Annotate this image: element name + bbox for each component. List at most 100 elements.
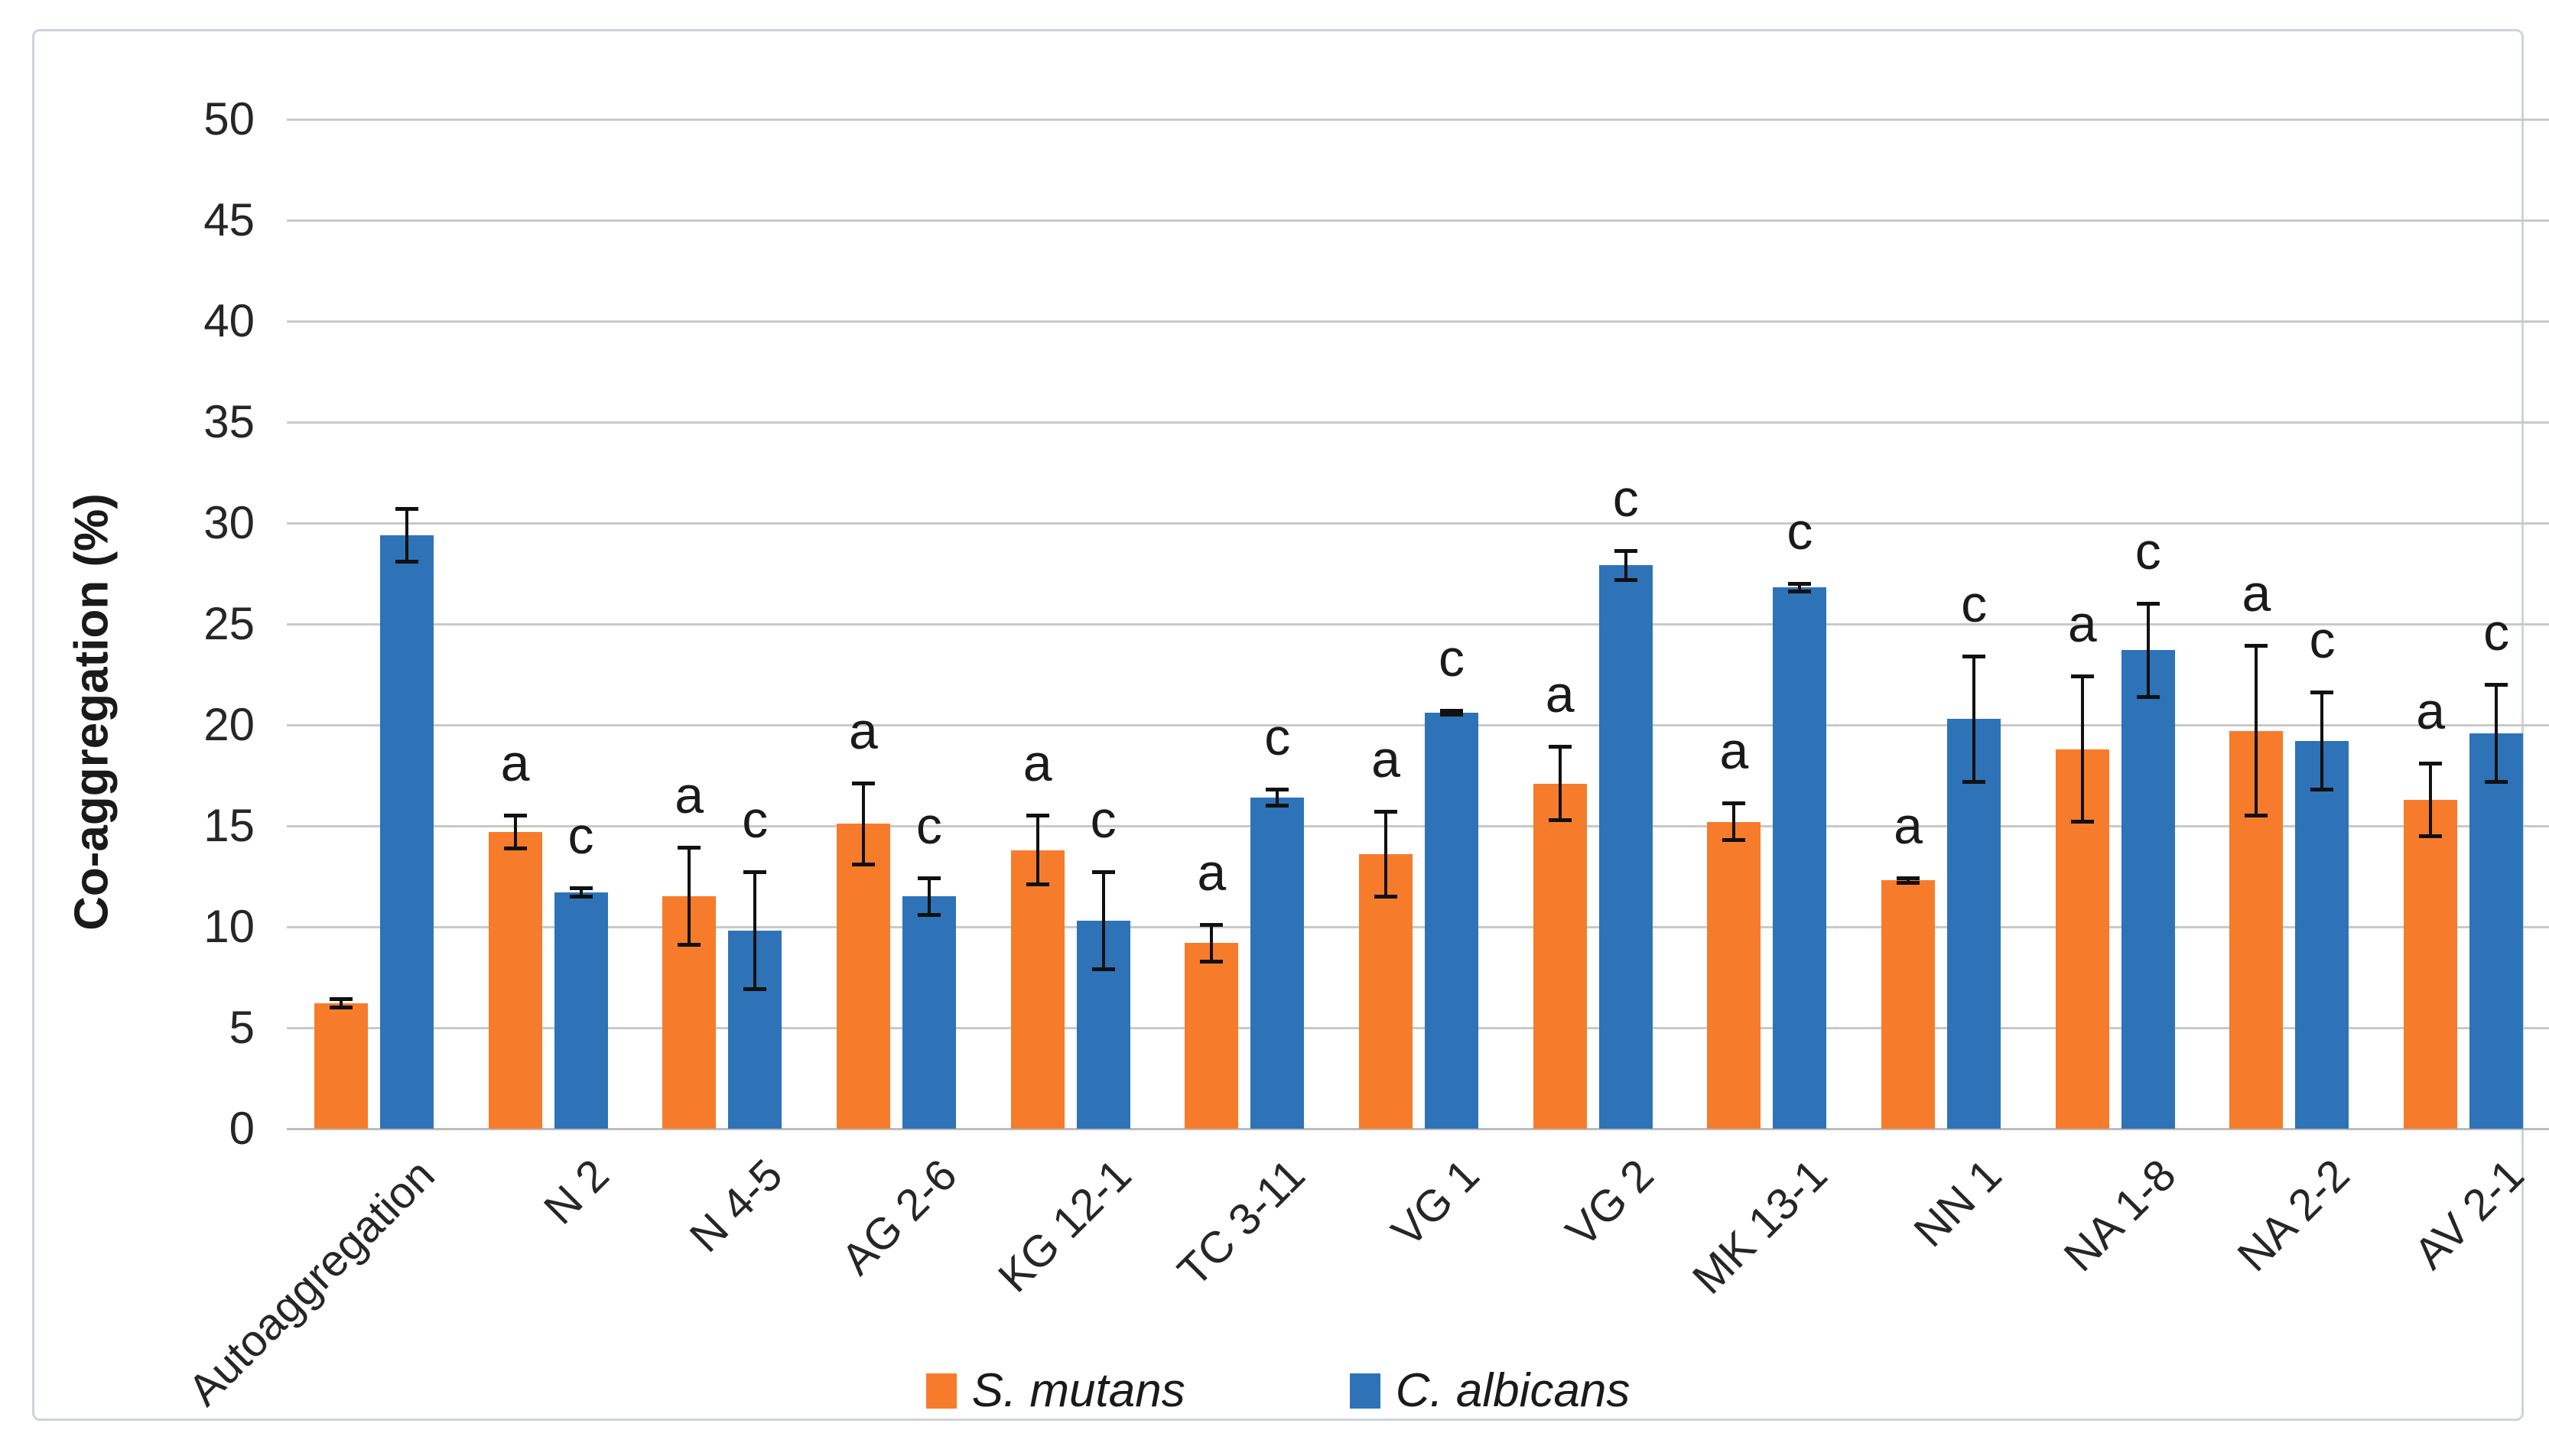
error-cap-top-c-albicans-ag-2-6 [917,876,941,880]
significance-letter-s-mutans-tc-3-11: a [1197,843,1227,902]
y-tick-label-30: 30 [203,497,255,548]
significance-letter-c-albicans-mk-13-1: c [1787,502,1813,561]
error-bar-c-albicans-mk-13-1 [1798,581,1802,594]
bar-s-mutans-ag-2-6 [836,824,890,1129]
y-tick-label-45: 45 [203,194,255,245]
error-bar-c-albicans-tc-3-11 [1276,787,1279,808]
gridline-35 [287,421,2549,424]
error-cap-bottom-s-mutans-tc-3-11 [1200,959,1224,964]
error-cap-bottom-s-mutans-n-4-5 [678,943,701,947]
error-cap-top-c-albicans-kg-12-1 [1091,870,1115,875]
x-label-nn-1: NN 1 [1904,1149,2011,1257]
y-tick-label-50: 50 [203,93,255,145]
error-cap-top-c-albicans-na-2-2 [2310,691,2334,695]
legend-swatch-c-albicans [1349,1373,1380,1409]
y-tick-label-0: 0 [229,1103,255,1154]
error-cap-bottom-s-mutans-na-1-8 [2070,820,2094,824]
error-bar-c-albicans-vg-2 [1624,549,1627,582]
y-tick-label-25: 25 [203,598,255,649]
significance-letter-c-albicans-nn-1: c [1961,574,1988,633]
significance-letter-s-mutans-kg-12-1: a [1023,734,1052,793]
error-cap-top-s-mutans-ag-2-6 [851,781,875,785]
legend-label-s-mutans: S. mutans [971,1364,1185,1417]
gridline-5 [287,1026,2549,1029]
significance-letter-s-mutans-av-2-1: a [2416,681,2446,740]
error-bar-s-mutans-n-2 [513,814,517,850]
error-bar-c-albicans-n-2 [579,886,583,899]
significance-letter-s-mutans-n-2: a [500,734,530,793]
bar-c-albicans-na-1-8 [2121,650,2175,1129]
bar-c-albicans-mk-13-1 [1773,587,1827,1129]
x-label-tc-3-11: TC 3-11 [1168,1149,1315,1296]
significance-letter-s-mutans-vg-2: a [1545,665,1575,724]
gridline-20 [287,723,2549,726]
bar-c-albicans-autoaggregation [379,535,434,1129]
error-bar-s-mutans-nn-1 [1907,876,1910,885]
gridline-15 [287,824,2549,827]
error-cap-bottom-s-mutans-na-2-2 [2245,814,2268,818]
error-bar-c-albicans-autoaggregation [405,506,408,564]
significance-letter-s-mutans-na-1-8: a [2067,595,2097,653]
y-tick-label-15: 15 [203,800,255,851]
error-bar-s-mutans-na-1-8 [2080,674,2084,824]
y-tick-label-5: 5 [229,1002,255,1053]
bar-c-albicans-na-2-2 [2295,741,2349,1129]
error-bar-c-albicans-na-1-8 [2146,601,2150,699]
significance-letter-c-albicans-na-2-2: c [2309,611,2336,670]
error-bar-c-albicans-ag-2-6 [927,876,931,917]
error-cap-top-s-mutans-mk-13-1 [1722,801,1746,806]
error-cap-top-s-mutans-tc-3-11 [1200,922,1224,927]
error-cap-bottom-c-albicans-kg-12-1 [1091,967,1115,972]
legend-label-c-albicans: C. albicans [1395,1364,1631,1417]
error-cap-top-s-mutans-autoaggregation [329,997,353,1002]
error-cap-bottom-s-mutans-av-2-1 [2419,834,2443,838]
error-bar-s-mutans-autoaggregation [339,997,343,1010]
y-tick-label-10: 10 [203,901,255,952]
error-cap-top-c-albicans-tc-3-11 [1266,787,1289,791]
error-bar-s-mutans-tc-3-11 [1210,922,1214,964]
x-label-ag-2-6: AG 2-6 [831,1149,967,1285]
x-label-kg-12-1: KG 12-1 [988,1149,1141,1302]
error-cap-bottom-s-mutans-vg-2 [1548,817,1572,822]
x-label-n-4-5: N 4-5 [680,1149,792,1262]
error-cap-bottom-c-albicans-nn-1 [1962,779,1986,784]
bar-s-mutans-n-2 [488,831,542,1129]
error-bar-c-albicans-nn-1 [1972,654,1976,784]
error-bar-s-mutans-ag-2-6 [861,781,865,866]
error-bar-c-albicans-na-2-2 [2320,691,2324,792]
significance-letter-s-mutans-ag-2-6: a [849,701,878,760]
bar-c-albicans-av-2-1 [2469,733,2524,1129]
bar-c-albicans-ag-2-6 [902,896,956,1129]
error-cap-top-c-albicans-vg-2 [1614,549,1637,554]
x-label-vg-2: VG 2 [1556,1149,1663,1257]
error-bar-s-mutans-kg-12-1 [1036,814,1039,887]
bar-c-albicans-n-2 [554,892,608,1129]
error-cap-top-s-mutans-vg-2 [1548,745,1572,749]
bar-c-albicans-vg-2 [1598,565,1653,1129]
error-cap-top-s-mutans-av-2-1 [2419,761,2443,765]
error-cap-top-s-mutans-vg-1 [1374,809,1397,814]
error-bar-s-mutans-na-2-2 [2255,644,2258,818]
error-cap-bottom-s-mutans-autoaggregation [329,1006,353,1010]
significance-letter-c-albicans-kg-12-1: c [1090,791,1117,850]
error-cap-bottom-c-albicans-vg-2 [1614,577,1637,582]
error-bar-s-mutans-vg-1 [1384,809,1387,899]
error-cap-bottom-s-mutans-nn-1 [1897,880,1920,885]
y-tick-label-40: 40 [203,295,255,346]
error-cap-top-c-albicans-na-1-8 [2136,601,2160,606]
gridline-45 [287,219,2549,222]
error-bar-c-albicans-n-4-5 [753,870,757,992]
error-bar-c-albicans-kg-12-1 [1101,870,1105,972]
bar-c-albicans-tc-3-11 [1250,798,1305,1129]
y-tick-label-35: 35 [203,396,255,447]
error-cap-top-s-mutans-na-2-2 [2245,644,2268,648]
significance-letter-s-mutans-nn-1: a [1894,797,1923,855]
x-axis-line [287,1127,2549,1130]
error-cap-top-c-albicans-n-2 [569,886,593,891]
bar-s-mutans-vg-1 [1359,853,1413,1129]
x-label-mk-13-1: MK 13-1 [1683,1149,1838,1304]
significance-letter-c-albicans-vg-1: c [1439,629,1465,687]
error-cap-top-c-albicans-autoaggregation [395,506,418,511]
error-cap-bottom-c-albicans-n-4-5 [743,987,767,992]
